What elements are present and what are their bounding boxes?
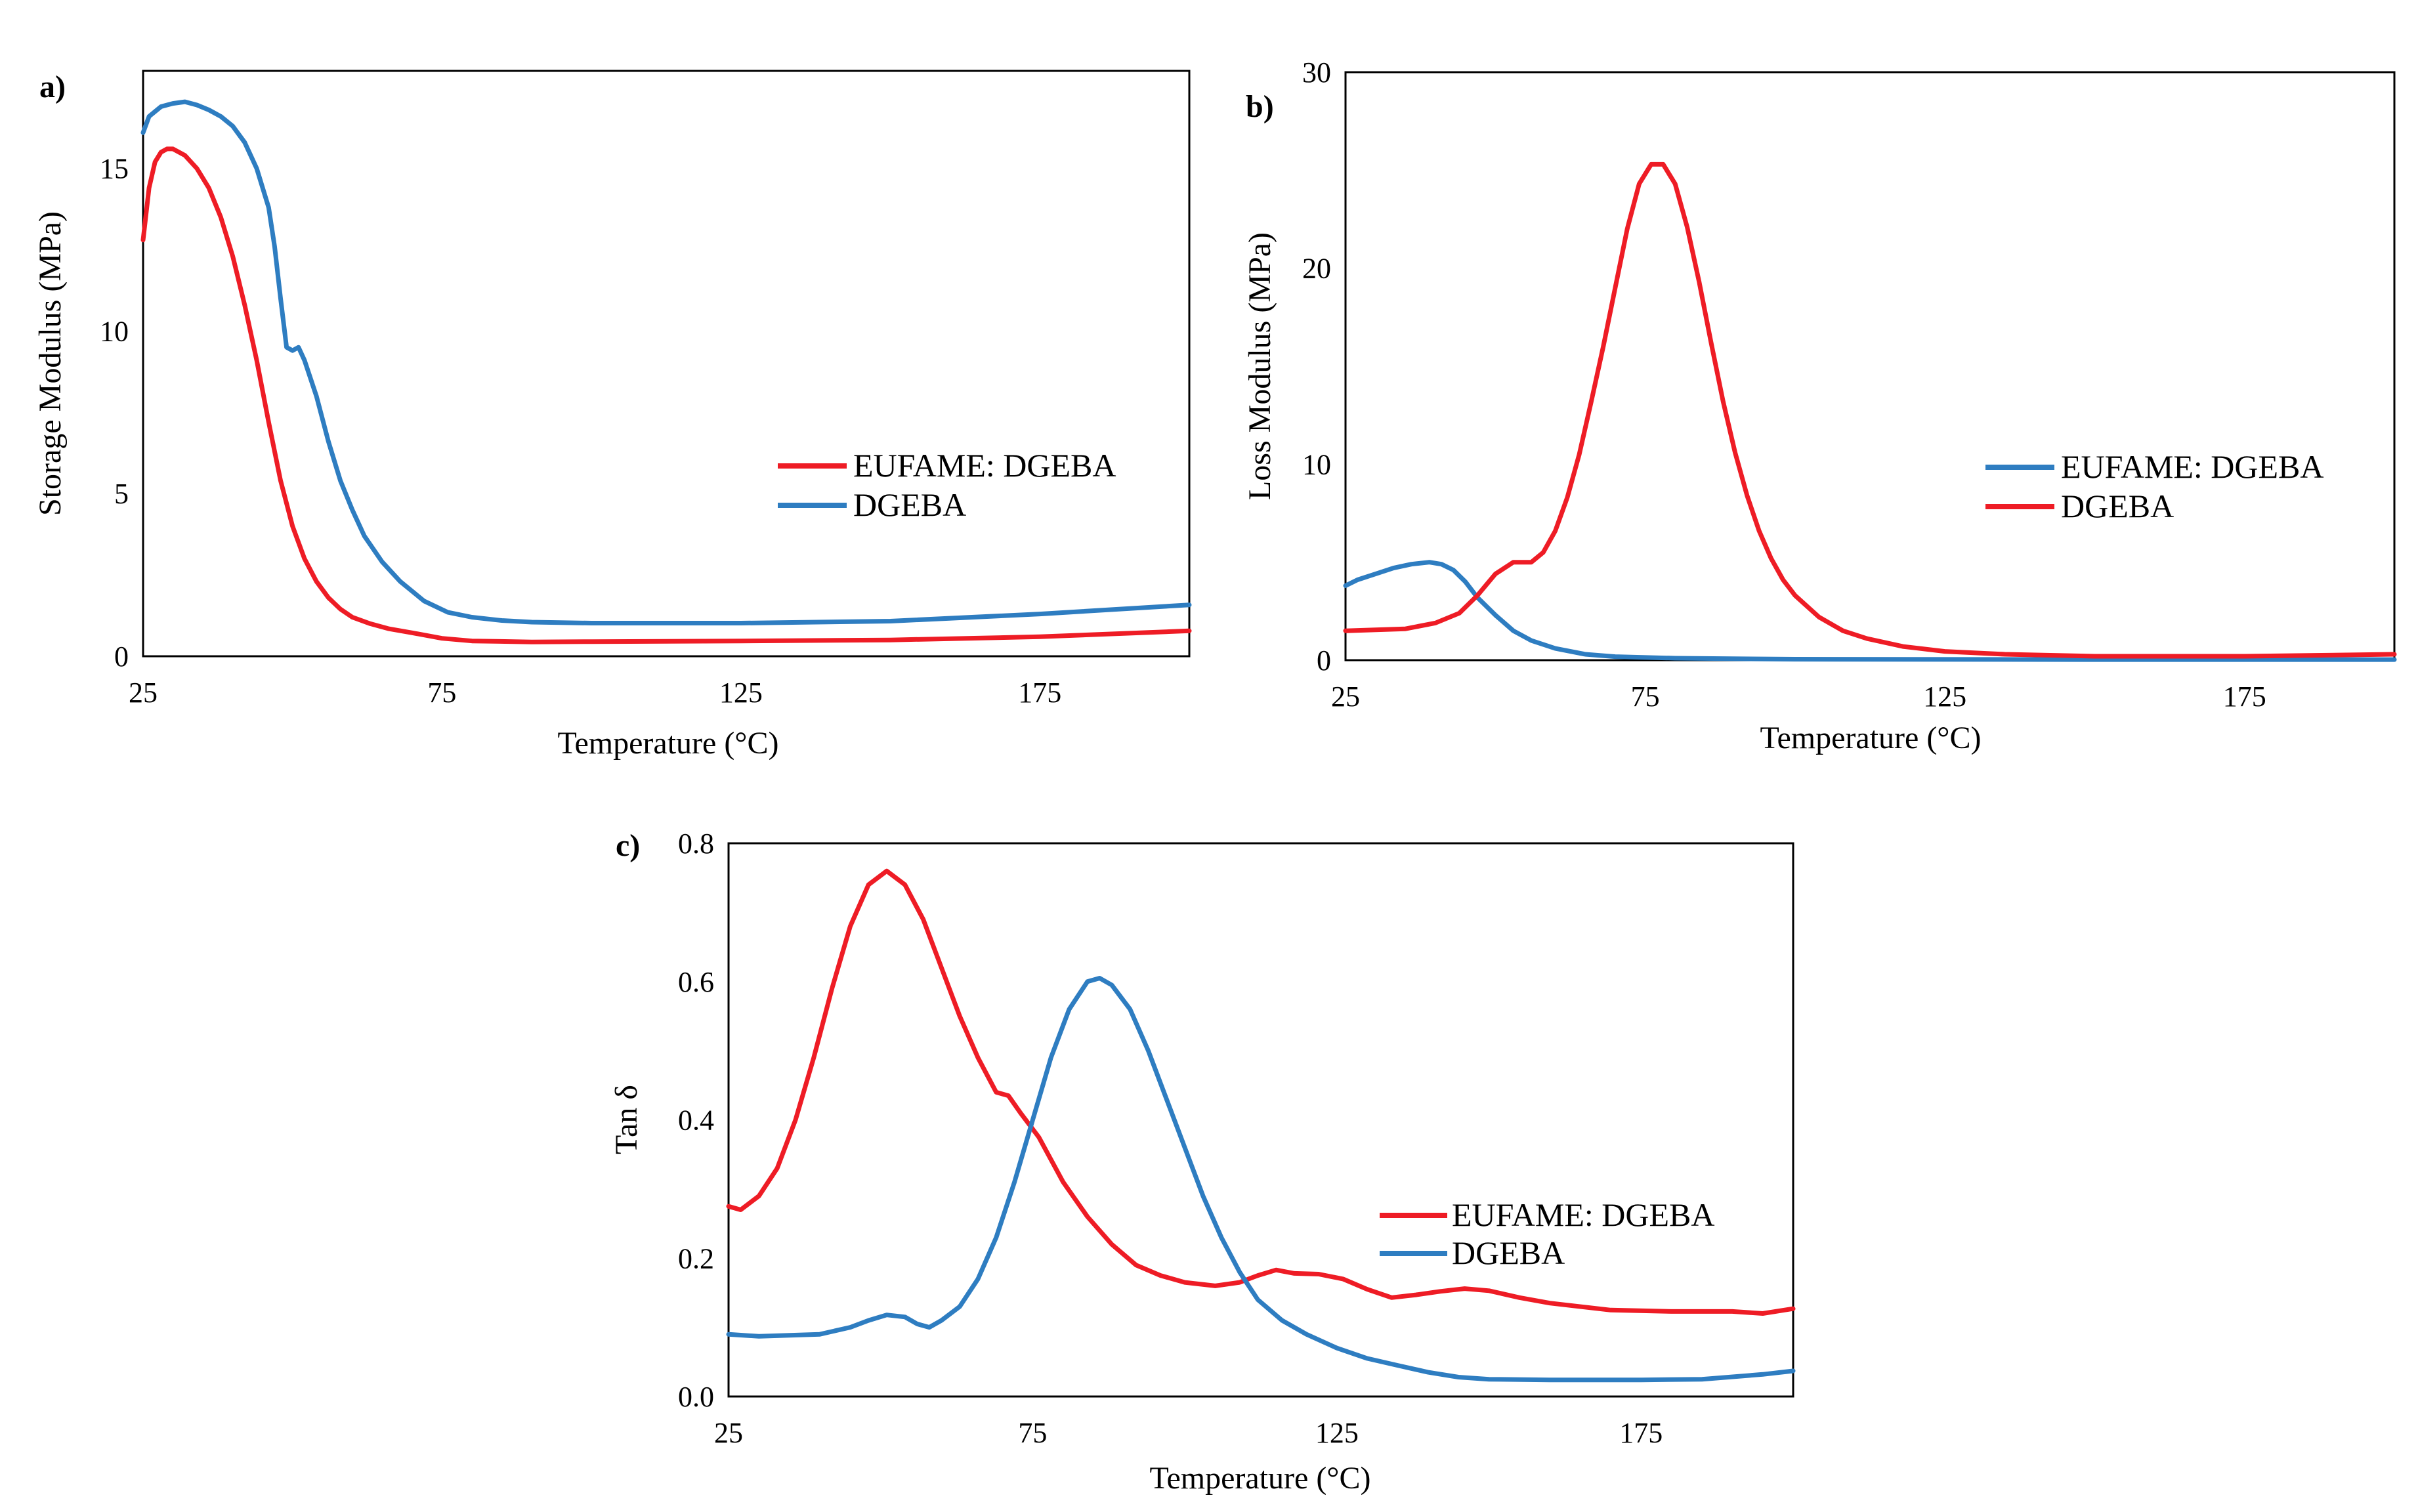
series-line-dgeba [1343,161,2397,659]
x-tick-label: 175 [1619,1417,1663,1449]
loss-modulus-chart: b) 0 10 20 30 25 75 125 175 Temperature (°C) L… [1242,56,2397,755]
y-tick-label: 0.0 [678,1381,714,1413]
x-tick-labels-a: 25 75 125 175 [129,677,1061,709]
x-tick-label: 25 [714,1417,743,1449]
y-axis-label-a: Storage Modulus (MPa) [33,211,68,516]
y-tick-label: 0.6 [678,966,714,998]
x-axis-label-a: Temperature (°C) [557,726,778,761]
plot-area-c [727,842,1794,1398]
x-tick-label: 75 [1631,681,1660,713]
y-tick-label: 0.2 [678,1242,714,1274]
x-tick-label: 125 [1923,681,1966,713]
y-tick-labels-c: 0.0 0.2 0.4 0.6 0.8 [678,828,714,1413]
series-group-c [726,868,1796,1383]
panel-label-b: b) [1246,89,1274,124]
y-tick-label: 15 [100,153,129,185]
panel-label-a: a) [39,70,66,104]
y-tick-label: 0 [114,640,129,673]
x-tick-label: 75 [427,677,456,709]
legend-label-b-0: EUFAME: DGEBA [2061,448,2323,485]
y-tick-label: 0 [1317,644,1331,677]
x-tick-labels-c: 25 75 125 175 [714,1417,1663,1449]
series-line-dgeba [140,99,1192,625]
y-tick-label: 10 [100,315,129,347]
series-line-eufame-dgeba [140,146,1192,644]
panel-label-c: c) [616,828,640,863]
legend-label-c-1: DGEBA [1452,1234,1565,1271]
y-tick-label: 10 [1302,448,1331,480]
x-axis-label-b: Temperature (°C) [1760,721,1981,755]
series-line-eufame-dgeba [1343,560,2397,662]
legend-label-c-0: EUFAME: DGEBA [1452,1196,1714,1233]
series-line-eufame-dgeba [726,868,1796,1316]
tan-delta-chart: c) 0.0 0.2 0.4 0.6 0.8 25 75 125 175 Temperatur… [609,828,1796,1496]
legend-label-b-1: DGEBA [2061,488,2174,524]
y-tick-label: 0.4 [678,1104,714,1137]
x-tick-label: 125 [1315,1417,1359,1449]
plot-area-a [142,70,1191,658]
y-tick-labels-a: 0 5 10 15 [100,153,129,673]
y-axis-label-b: Loss Modulus (MPa) [1242,232,1277,500]
y-tick-label: 0.8 [678,828,714,860]
series-group-a [140,99,1192,644]
series-line-dgeba [726,976,1796,1383]
x-tick-labels-b: 25 75 125 175 [1331,681,2266,713]
y-tick-label: 20 [1302,253,1331,285]
x-tick-label: 175 [1018,677,1061,709]
y-tick-label: 30 [1302,56,1331,89]
legend-c: EUFAME: DGEBA DGEBA [1380,1196,1714,1271]
y-tick-label: 5 [114,478,129,510]
x-tick-label: 25 [129,677,158,709]
x-tick-label: 125 [719,677,763,709]
legend-label-a-1: DGEBA [853,486,966,523]
x-axis-label-c: Temperature (°C) [1149,1461,1370,1496]
y-tick-labels-b: 0 10 20 30 [1302,56,1331,677]
legend-label-a-0: EUFAME: DGEBA [853,447,1116,484]
x-tick-label: 75 [1018,1417,1047,1449]
y-axis-label-c: Tan δ [609,1085,644,1154]
series-group-b [1343,161,2397,662]
plot-area-b [1344,71,2396,662]
legend-b: EUFAME: DGEBA DGEBA [1985,448,2323,524]
storage-modulus-chart: a) 0 5 10 15 25 75 125 175 Temperature (°C) St… [33,70,1192,761]
x-tick-label: 25 [1331,681,1360,713]
legend-a: EUFAME: DGEBA DGEBA [778,447,1116,523]
x-tick-label: 175 [2223,681,2266,713]
